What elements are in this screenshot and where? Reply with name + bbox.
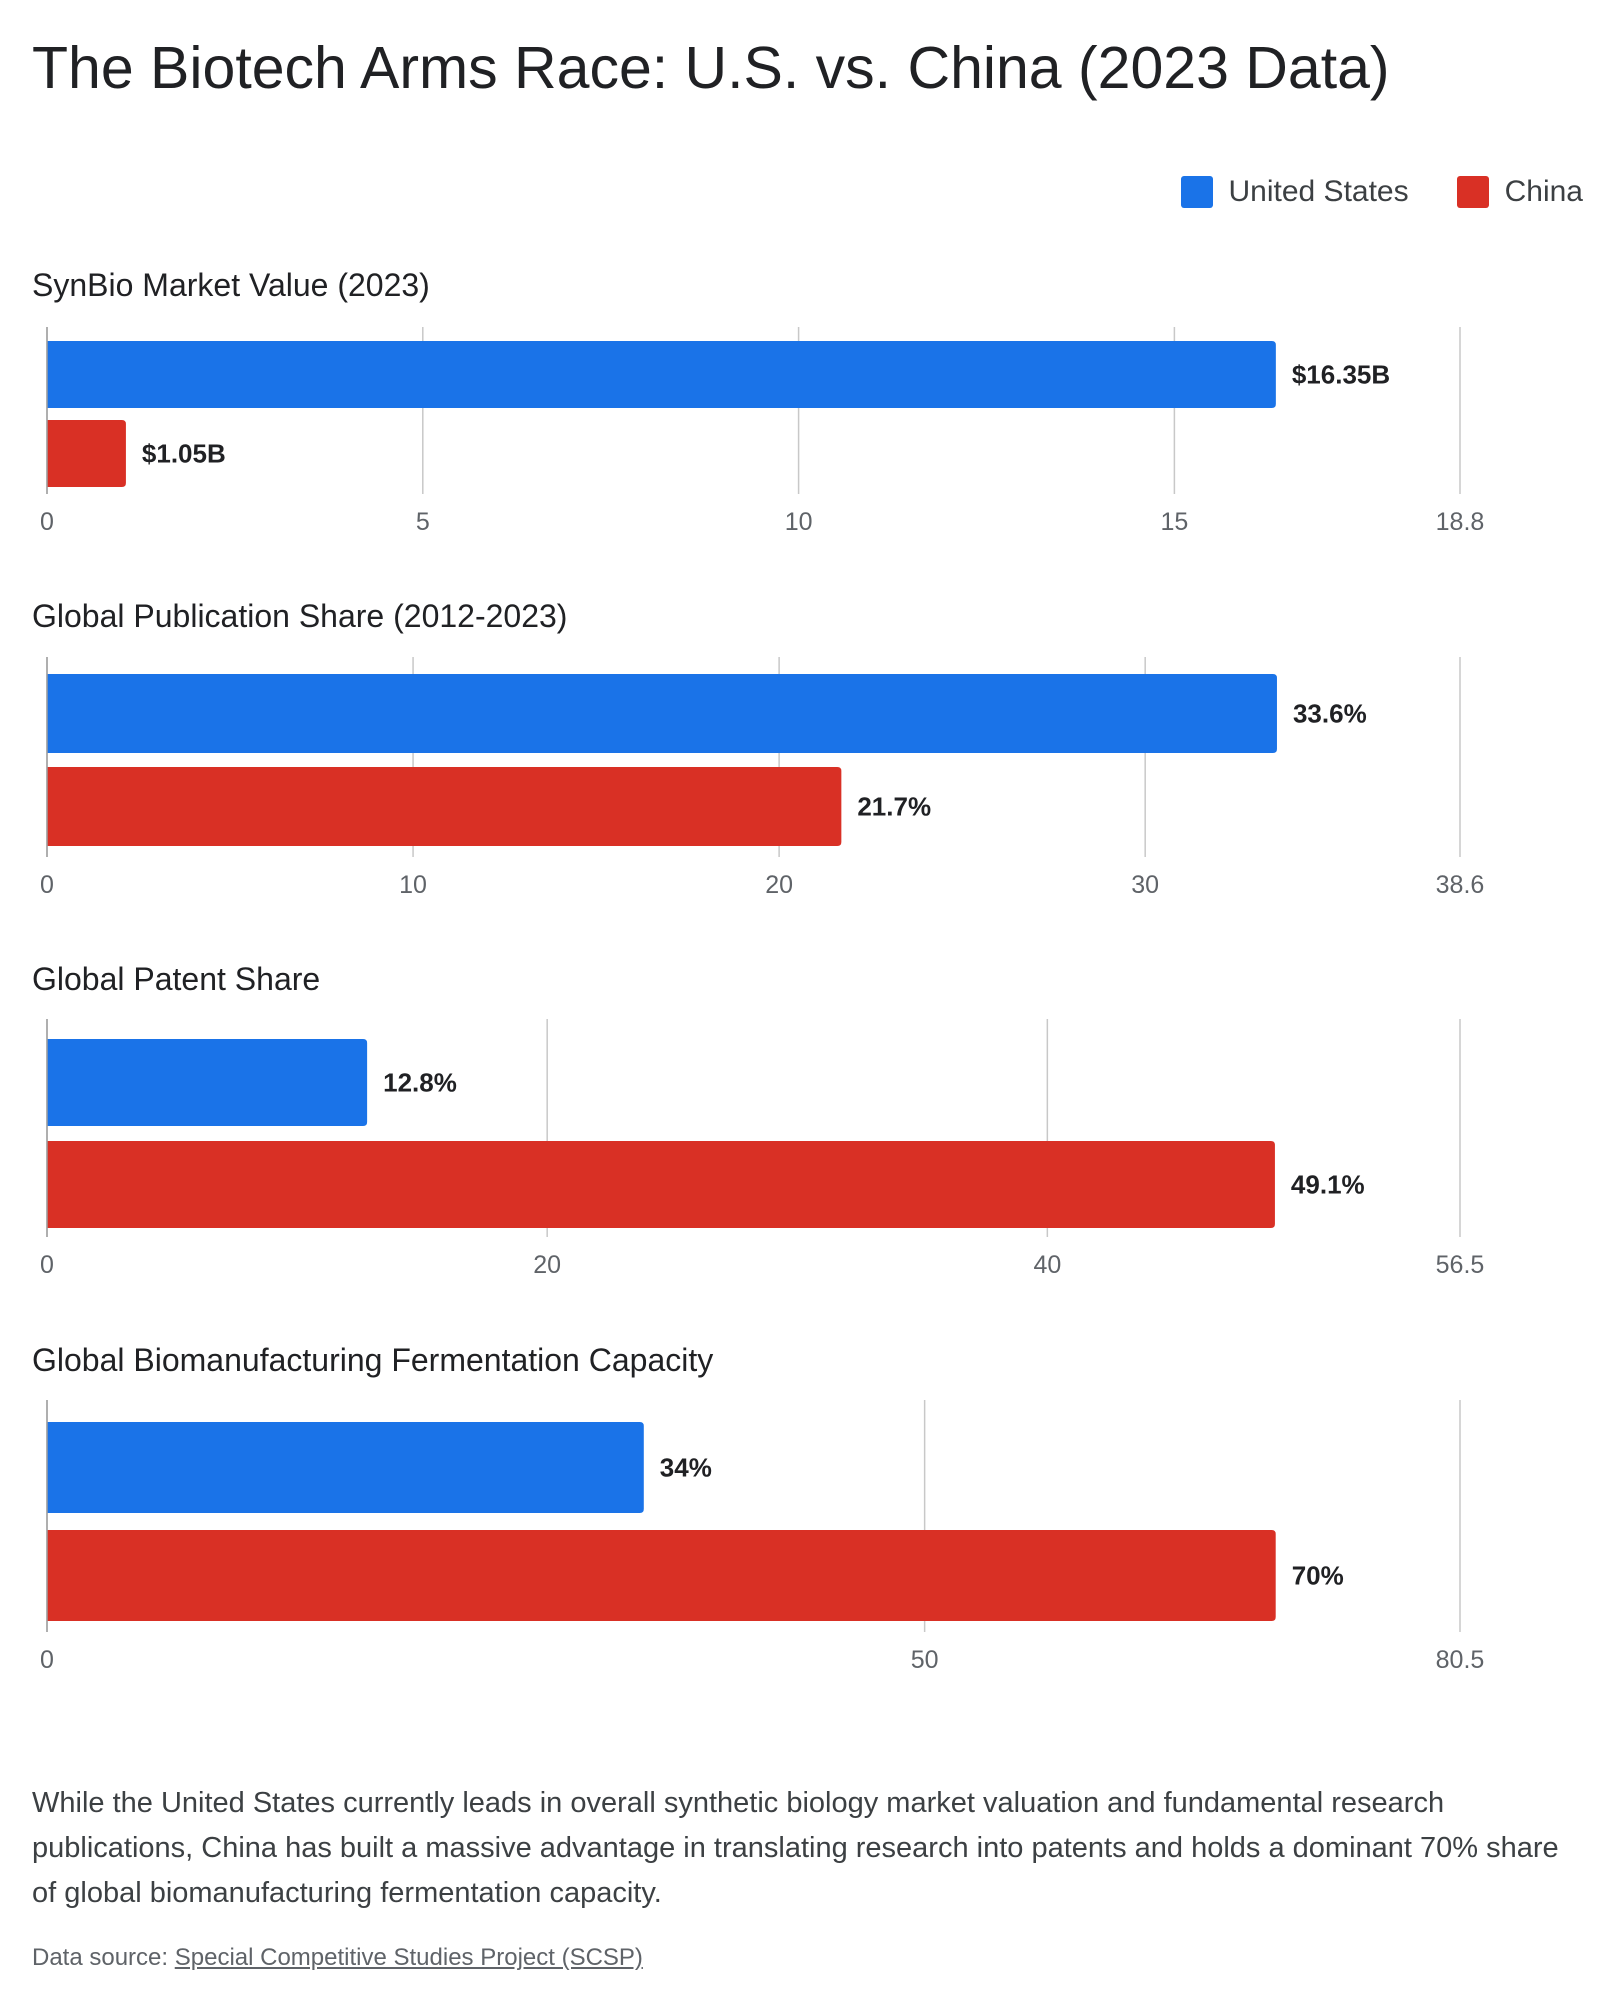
bar-united-states: [47, 1422, 644, 1513]
x-tick-label: 0: [40, 1646, 54, 1674]
bar-united-states: [47, 674, 1277, 753]
data-label: 33.6%: [1293, 699, 1367, 729]
bar-china: [47, 767, 842, 846]
data-source: Data source: Special Competitive Studies…: [32, 1944, 643, 1972]
bar-united-states: [47, 341, 1276, 408]
chart-title: Global Publication Share (2012-2023): [32, 598, 567, 634]
x-tick-label: 40: [1033, 1251, 1061, 1279]
x-tick-label: 20: [765, 871, 793, 899]
x-tick-label: 20: [533, 1251, 561, 1279]
data-label: 49.1%: [1291, 1170, 1365, 1200]
charts-area: SynBio Market Value (2023) 0 5 10 15 18.8 $16.…: [32, 267, 1485, 1674]
summary-text: While the United States currently leads …: [32, 1787, 1559, 1909]
chart-title: SynBio Market Value (2023): [32, 267, 430, 303]
x-tick-label: 10: [399, 871, 427, 899]
x-tick-label: 80.5: [1436, 1646, 1485, 1674]
bar-china: [47, 1141, 1275, 1228]
x-tick-label: 50: [911, 1646, 939, 1674]
x-tick-label: 18.8: [1436, 508, 1485, 536]
page-title: The Biotech Arms Race: U.S. vs. China (2…: [32, 35, 1390, 101]
x-tick-label: 0: [40, 871, 54, 899]
data-label: $1.05B: [142, 439, 226, 469]
legend-label-china: China: [1504, 175, 1583, 208]
legend-item-united-states: United States: [1180, 175, 1409, 209]
legend-swatch-china: [1456, 176, 1489, 208]
x-tick-label: 38.6: [1436, 871, 1485, 899]
x-tick-label: 5: [416, 508, 430, 536]
legend: United States China: [1133, 175, 1583, 209]
x-tick-label: 0: [40, 1251, 54, 1279]
data-source-prefix: Data source:: [32, 1944, 175, 1971]
legend-swatch-united-states: [1180, 176, 1213, 208]
x-tick-label: 0: [40, 508, 54, 536]
x-tick-label: 30: [1131, 871, 1159, 899]
chart-title: Global Patent Share: [32, 961, 320, 997]
data-label: $16.35B: [1292, 360, 1390, 390]
data-label: 12.8%: [383, 1068, 457, 1098]
data-source-link[interactable]: Special Competitive Studies Project (SCS…: [174, 1944, 643, 1971]
x-tick-label: 15: [1160, 508, 1188, 536]
bar-china: [47, 420, 126, 487]
chart-title: Global Biomanufacturing Fermentation Cap…: [32, 1342, 713, 1378]
bar-china: [47, 1530, 1276, 1621]
bar-united-states: [47, 1039, 368, 1126]
x-tick-label: 10: [785, 508, 813, 536]
data-label: 70%: [1292, 1561, 1344, 1591]
data-label: 34%: [660, 1453, 712, 1483]
legend-item-china: China: [1456, 175, 1583, 209]
legend-label-united-states: United States: [1228, 175, 1409, 208]
x-tick-label: 56.5: [1436, 1251, 1485, 1279]
data-label: 21.7%: [857, 792, 931, 822]
